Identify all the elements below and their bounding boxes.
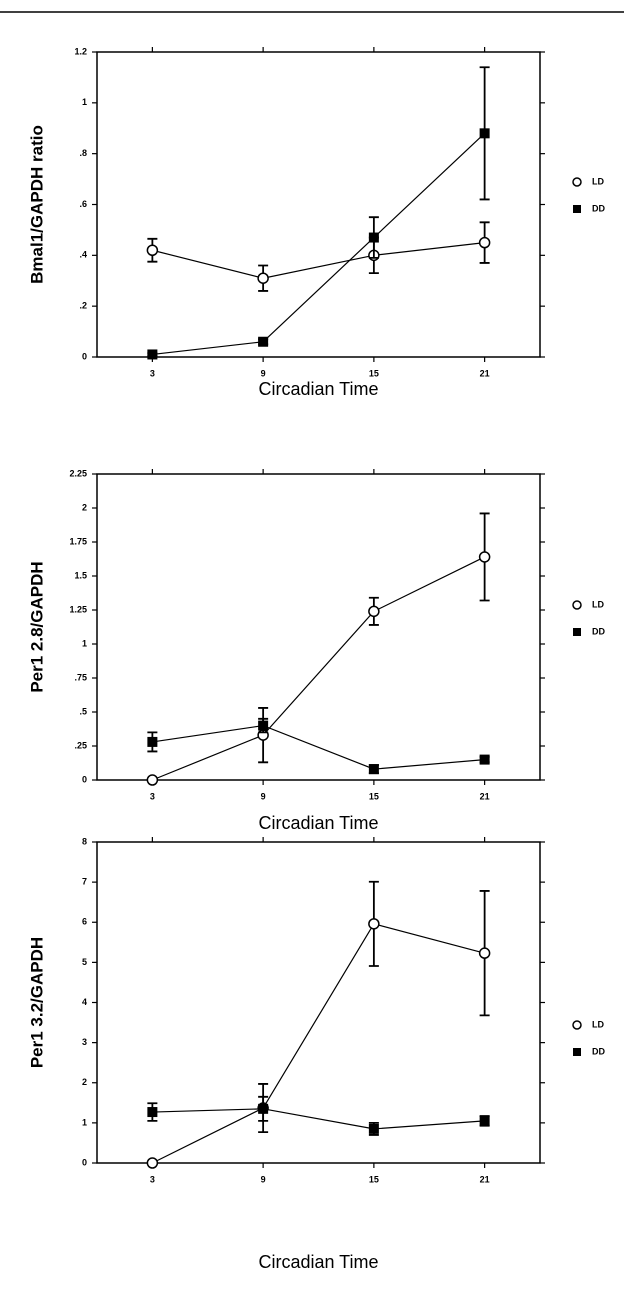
series-line bbox=[152, 132, 486, 356]
legend-label: LD bbox=[592, 599, 604, 609]
legend-marker bbox=[573, 1048, 581, 1056]
y-tick-label: .75 bbox=[74, 672, 87, 682]
x-tick-label: 15 bbox=[369, 368, 379, 378]
legend-marker bbox=[572, 177, 582, 187]
marker bbox=[478, 236, 491, 249]
x-tick-label: 15 bbox=[369, 791, 379, 801]
y-tick-label: 1.75 bbox=[69, 536, 87, 546]
y-tick-label: 2.25 bbox=[69, 468, 87, 478]
y-tick-label: 1 bbox=[82, 97, 87, 107]
x-axis-label: Circadian Time bbox=[258, 813, 378, 833]
series-line bbox=[152, 556, 485, 781]
x-tick-label: 21 bbox=[480, 791, 490, 801]
x-tick-label: 9 bbox=[261, 368, 266, 378]
y-tick-label: 1.5 bbox=[74, 570, 87, 580]
x-tick-label: 21 bbox=[480, 1174, 490, 1184]
y-tick-label: 7 bbox=[82, 877, 87, 887]
marker bbox=[258, 336, 269, 347]
plot-frame bbox=[96, 51, 541, 358]
marker bbox=[368, 605, 380, 618]
marker bbox=[479, 1115, 490, 1126]
marker bbox=[147, 1107, 158, 1118]
y-axis-label: Per1 2.8/GAPDH bbox=[27, 561, 46, 692]
y-tick-label: 0 bbox=[82, 774, 87, 784]
y-tick-label: 4 bbox=[82, 997, 87, 1007]
y-tick-label: 2 bbox=[82, 1077, 87, 1087]
marker bbox=[368, 232, 379, 243]
x-axis-label: Circadian Time bbox=[258, 1252, 378, 1272]
marker bbox=[368, 1123, 379, 1134]
marker bbox=[478, 551, 491, 563]
x-tick-label: 9 bbox=[261, 1174, 266, 1184]
series-line bbox=[152, 1108, 485, 1130]
marker bbox=[147, 736, 158, 747]
marker bbox=[368, 764, 379, 775]
y-tick-label: 8 bbox=[82, 836, 87, 846]
marker bbox=[146, 1157, 159, 1169]
marker bbox=[146, 244, 159, 256]
legend-label: LD bbox=[592, 1019, 604, 1029]
y-tick-label: 6 bbox=[82, 917, 87, 927]
plot-frame bbox=[96, 841, 541, 1164]
legend-marker bbox=[572, 600, 582, 610]
y-tick-label: .2 bbox=[79, 301, 87, 311]
x-tick-label: 9 bbox=[261, 791, 266, 801]
y-tick-label: .8 bbox=[79, 148, 87, 158]
series-line bbox=[152, 242, 485, 279]
x-tick-label: 15 bbox=[369, 1174, 379, 1184]
y-tick-label: 0 bbox=[82, 1157, 87, 1167]
legend-marker bbox=[573, 205, 581, 213]
y-tick-label: 3 bbox=[82, 1037, 87, 1047]
y-tick-label: .25 bbox=[74, 740, 87, 750]
marker bbox=[479, 128, 490, 139]
marker bbox=[258, 1103, 269, 1114]
legend-label: DD bbox=[592, 203, 605, 213]
x-axis-label: Circadian Time bbox=[258, 379, 378, 399]
marker bbox=[257, 272, 269, 284]
y-tick-label: 0 bbox=[82, 351, 87, 361]
legend-marker bbox=[572, 1020, 582, 1030]
legend-label: DD bbox=[592, 1046, 605, 1056]
marker bbox=[479, 754, 490, 765]
marker bbox=[146, 774, 159, 786]
y-tick-label: 5 bbox=[82, 957, 87, 967]
y-axis-label: Per1 3.2/GAPDH bbox=[27, 937, 46, 1068]
y-tick-label: .6 bbox=[79, 199, 87, 209]
marker bbox=[147, 349, 158, 360]
series-line bbox=[152, 923, 485, 1164]
legend-marker bbox=[573, 628, 581, 636]
marker bbox=[368, 918, 380, 930]
x-tick-label: 3 bbox=[150, 791, 155, 801]
legend-label: LD bbox=[592, 176, 604, 186]
y-tick-label: .4 bbox=[79, 250, 87, 260]
y-tick-label: .5 bbox=[79, 706, 87, 716]
y-tick-label: 2 bbox=[82, 502, 87, 512]
y-axis-label: Bmal1/GAPDH ratio bbox=[27, 125, 46, 284]
marker bbox=[258, 720, 269, 731]
y-tick-label: 1 bbox=[82, 1117, 87, 1127]
y-tick-label: 1.2 bbox=[74, 46, 87, 56]
x-tick-label: 3 bbox=[150, 1174, 155, 1184]
series-line bbox=[152, 724, 485, 770]
plot-frame bbox=[96, 473, 541, 781]
y-tick-label: 1 bbox=[82, 638, 87, 648]
x-tick-label: 3 bbox=[150, 368, 155, 378]
marker bbox=[478, 947, 491, 959]
legend-label: DD bbox=[592, 626, 605, 636]
x-tick-label: 21 bbox=[480, 368, 490, 378]
y-tick-label: 1.25 bbox=[69, 604, 87, 614]
